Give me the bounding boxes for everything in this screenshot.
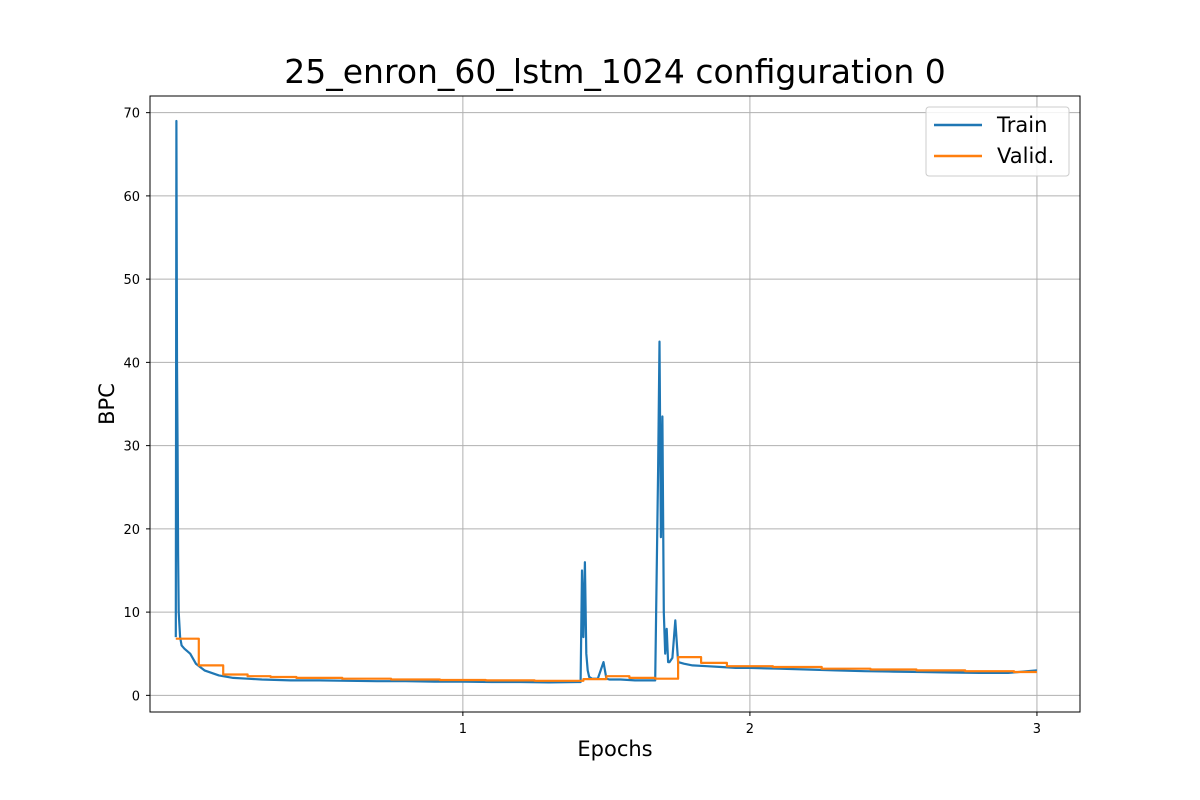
series-layer [174, 119, 1037, 684]
y-axis-label: BPC [95, 383, 119, 425]
y-tick-label: 20 [123, 523, 140, 538]
series-line-valid [175, 637, 1037, 682]
chart-title: 25_enron_60_lstm_1024 configuration 0 [284, 52, 946, 91]
legend-label: Valid. [997, 144, 1054, 168]
y-tick-label: 70 [123, 107, 140, 122]
x-tick-label: 2 [746, 722, 754, 737]
y-tick-label: 60 [123, 190, 140, 205]
y-tick-label: 50 [123, 273, 140, 288]
x-axis-label: Epochs [577, 737, 653, 761]
x-tick-label: 3 [1033, 722, 1041, 737]
axes-frame [149, 95, 1081, 713]
grid [150, 96, 1080, 712]
legend: Train Valid. [925, 106, 1070, 177]
legend-label: Train [996, 113, 1047, 137]
y-tick-label: 40 [123, 356, 140, 371]
y-tick-label: 30 [123, 440, 140, 455]
x-tick-label: 1 [459, 722, 467, 737]
y-tick-label: 10 [123, 606, 140, 621]
y-tick-label: 0 [132, 689, 140, 704]
series-line-train [174, 119, 1037, 684]
